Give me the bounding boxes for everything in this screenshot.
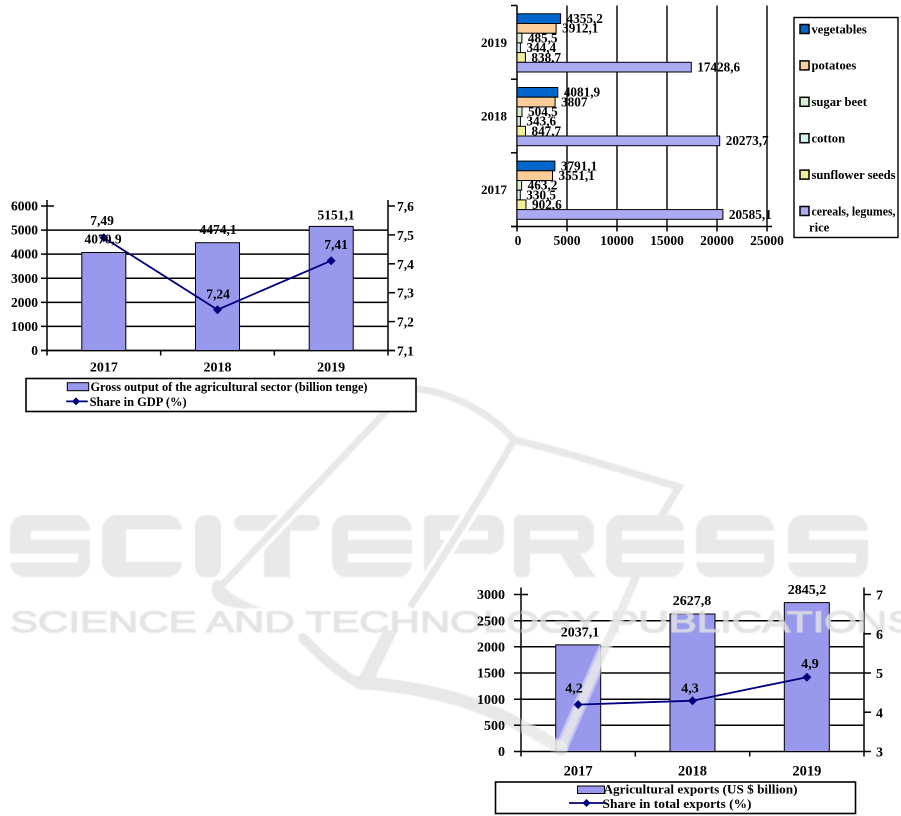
svg-text:902,6: 902,6 [532,197,562,212]
svg-text:2017: 2017 [90,361,118,376]
svg-text:20585,1: 20585,1 [729,207,772,222]
svg-text:4000: 4000 [11,247,38,262]
svg-text:Share in GDP (%): Share in GDP (%) [90,395,187,409]
svg-text:2018: 2018 [481,109,508,124]
svg-text:3551,1: 3551,1 [559,168,595,183]
svg-text:4070,9: 4070,9 [84,232,121,247]
svg-text:500: 500 [484,719,505,734]
svg-text:3000: 3000 [11,271,38,286]
svg-text:2500: 2500 [477,614,505,629]
svg-text:4,3: 4,3 [681,682,699,697]
svg-text:343,6: 343,6 [526,114,556,129]
svg-text:463,2: 463,2 [528,178,558,193]
svg-text:6: 6 [876,628,883,643]
svg-text:4,9: 4,9 [801,657,819,672]
svg-text:847,7: 847,7 [531,123,561,138]
svg-text:0: 0 [515,233,522,248]
svg-text:1000: 1000 [11,319,38,334]
svg-text:7,5: 7,5 [397,228,414,243]
svg-text:4,2: 4,2 [565,682,583,697]
svg-text:2845,2: 2845,2 [788,583,827,598]
svg-text:sugar beet: sugar beet [812,95,868,109]
svg-text:4355,2: 4355,2 [567,11,604,26]
svg-text:7,1: 7,1 [397,344,414,359]
svg-text:rice: rice [809,221,830,235]
svg-text:3912,1: 3912,1 [562,21,598,36]
svg-text:7,49: 7,49 [90,213,114,228]
svg-text:0: 0 [498,745,505,760]
svg-text:20273,7: 20273,7 [726,133,769,148]
svg-text:3000: 3000 [477,588,505,603]
svg-text:5000: 5000 [11,223,38,238]
svg-text:7,6: 7,6 [397,199,414,214]
svg-text:2000: 2000 [477,641,505,656]
svg-text:4474,1: 4474,1 [199,222,236,237]
svg-text:2000: 2000 [11,295,38,310]
svg-text:Agricultural exports (US $ bil: Agricultural exports (US $ billion) [604,783,798,797]
svg-text:2017: 2017 [564,764,593,780]
svg-text:7,24: 7,24 [206,287,230,302]
svg-text:2627,8: 2627,8 [673,594,712,609]
svg-text:cereals, legumes,: cereals, legumes, [812,204,896,218]
svg-text:1500: 1500 [477,667,505,682]
svg-text:838,7: 838,7 [531,50,561,65]
svg-text:Gross output of the agricultur: Gross output of the agricultural sector … [91,380,368,394]
svg-text:7,2: 7,2 [397,315,414,330]
svg-text:17428,6: 17428,6 [697,59,740,74]
svg-text:2019: 2019 [481,35,508,50]
svg-text:sunflower seeds: sunflower seeds [812,168,896,182]
svg-text:5000: 5000 [554,233,581,248]
svg-text:2019: 2019 [317,361,345,376]
svg-text:Share in total exports (%): Share in total exports (%) [603,797,752,811]
svg-text:7,4: 7,4 [397,257,414,272]
svg-text:330,5: 330,5 [526,187,556,202]
svg-text:3791,1: 3791,1 [561,158,597,173]
svg-text:6000: 6000 [11,199,38,214]
svg-text:2019: 2019 [792,764,821,780]
svg-text:10000: 10000 [600,233,634,248]
svg-text:20000: 20000 [700,233,734,248]
svg-text:4081,9: 4081,9 [564,85,601,100]
svg-text:2017: 2017 [481,182,508,197]
svg-text:4: 4 [876,706,883,721]
svg-text:0: 0 [31,343,38,358]
svg-text:SCIENCE AND TECHNOLOGY PUBLICA: SCIENCE AND TECHNOLOGY PUBLICATIONS [10,605,901,639]
svg-text:2018: 2018 [204,361,232,376]
svg-text:485,5: 485,5 [528,30,558,45]
svg-text:2018: 2018 [678,764,707,780]
svg-text:15000: 15000 [650,233,684,248]
svg-text:5151,1: 5151,1 [317,208,354,223]
svg-text:5: 5 [876,667,883,682]
svg-text:7,41: 7,41 [324,237,348,252]
svg-text:344,4: 344,4 [526,40,556,55]
svg-text:1000: 1000 [477,693,505,708]
svg-text:25000: 25000 [750,233,784,248]
svg-text:7: 7 [876,589,883,604]
svg-text:3: 3 [876,746,883,761]
svg-text:potatoes: potatoes [812,59,857,73]
svg-text:7,3: 7,3 [397,286,414,301]
svg-text:3807: 3807 [561,94,588,109]
svg-text:vegetables: vegetables [812,22,867,36]
svg-text:504,5: 504,5 [528,104,558,119]
svg-text:cotton: cotton [812,132,846,146]
svg-text:2037,1: 2037,1 [561,626,600,641]
svg-text:SCIENCE AND TECHNOLOGY PUBLICA: SCIENCE AND TECHNOLOGY PUBLICATIONS [10,605,901,639]
